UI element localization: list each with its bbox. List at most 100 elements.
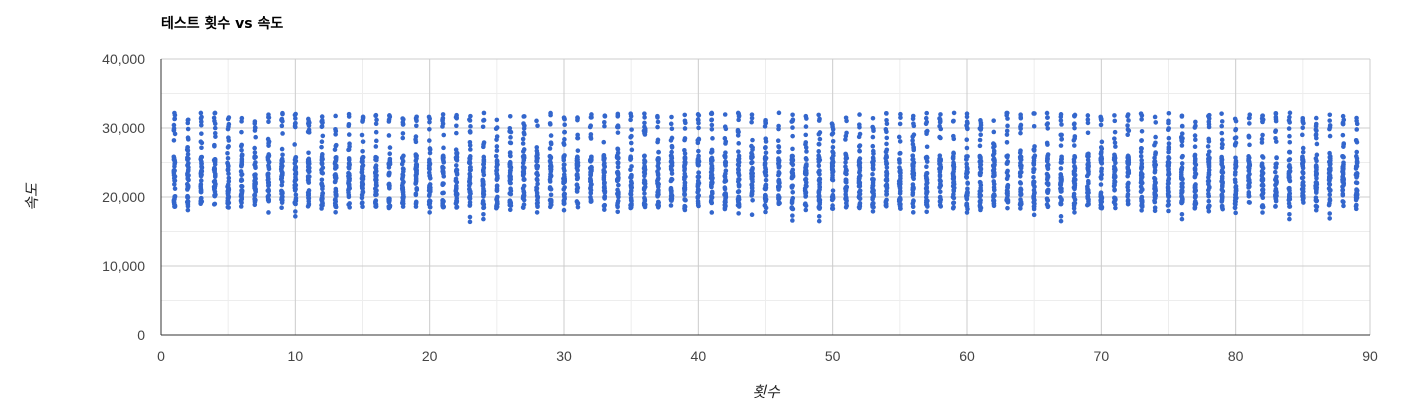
data-point (1126, 180, 1131, 186)
data-point (843, 151, 848, 157)
data-point (1300, 119, 1306, 125)
data-point (682, 147, 687, 153)
data-point (1314, 181, 1319, 187)
data-point (682, 118, 688, 124)
data-point (521, 168, 527, 174)
data-point (951, 133, 956, 139)
data-point (924, 175, 929, 180)
data-point (682, 176, 687, 182)
data-point (1019, 163, 1024, 169)
data-point (507, 153, 513, 158)
data-point (924, 144, 930, 150)
data-point (602, 195, 607, 200)
data-point (1138, 149, 1144, 155)
data-point (1044, 110, 1050, 116)
data-point (238, 204, 244, 209)
data-point (910, 204, 916, 210)
data-point (467, 160, 473, 166)
data-point (1327, 198, 1333, 203)
data-point (225, 183, 231, 188)
data-point (1085, 190, 1090, 196)
data-point (1313, 203, 1319, 209)
data-point (427, 116, 432, 122)
data-point (280, 111, 285, 117)
data-point (615, 191, 621, 197)
data-point (386, 199, 392, 205)
data-point (1340, 132, 1346, 138)
data-point (843, 137, 848, 142)
data-point (414, 123, 419, 129)
data-point (776, 194, 781, 200)
data-point (790, 118, 795, 124)
data-point (1018, 124, 1023, 130)
data-point (186, 160, 191, 166)
data-point (373, 199, 378, 204)
data-point (199, 161, 204, 166)
data-point (453, 163, 459, 168)
data-point (1327, 133, 1333, 139)
data-point (655, 137, 661, 143)
data-point (239, 147, 244, 153)
data-point (884, 172, 889, 178)
data-point (198, 155, 204, 160)
data-point (1139, 203, 1145, 208)
data-point (803, 207, 809, 213)
data-point (266, 159, 272, 165)
data-point (212, 162, 218, 167)
data-point (212, 157, 218, 162)
data-point (884, 161, 889, 167)
data-point (1139, 146, 1144, 151)
data-point (1179, 181, 1185, 187)
data-point (924, 119, 930, 125)
data-point (736, 189, 742, 194)
data-point (898, 167, 903, 173)
data-point (924, 202, 930, 207)
data-point (1300, 179, 1306, 185)
data-point (1166, 135, 1172, 141)
data-point (1179, 139, 1185, 144)
data-point (373, 154, 378, 160)
data-point (951, 187, 956, 193)
data-point (817, 116, 822, 122)
data-point (1112, 118, 1118, 124)
data-point (1301, 195, 1306, 201)
data-point (1232, 141, 1238, 147)
data-point (736, 156, 742, 161)
data-point (198, 139, 204, 144)
data-point (790, 133, 795, 139)
data-point (642, 191, 647, 196)
data-point (911, 132, 917, 138)
data-point (226, 175, 232, 181)
data-point (736, 149, 741, 154)
data-point (1193, 162, 1199, 167)
data-point (575, 163, 581, 168)
data-point (252, 198, 258, 204)
x-tick-label: 90 (1362, 348, 1378, 364)
data-point (1328, 166, 1333, 171)
data-point (843, 156, 849, 161)
data-point (735, 179, 741, 184)
data-point (964, 123, 969, 128)
data-point (601, 177, 607, 182)
data-point (951, 164, 957, 170)
data-point (481, 211, 486, 217)
data-point (413, 116, 419, 122)
data-point (238, 178, 244, 184)
data-point (977, 137, 983, 143)
data-point (1273, 165, 1279, 170)
data-point (776, 158, 782, 163)
data-point (602, 123, 607, 129)
data-point (535, 123, 540, 129)
x-tick-label: 50 (825, 348, 841, 364)
data-point (628, 113, 634, 119)
data-point (1220, 182, 1225, 188)
data-point (1232, 205, 1238, 211)
data-point (1139, 171, 1145, 177)
data-point (427, 138, 432, 143)
data-point (830, 206, 836, 211)
data-point (723, 159, 728, 164)
data-point (1139, 194, 1145, 200)
data-point (1327, 211, 1332, 216)
data-point (1313, 127, 1319, 132)
data-point (225, 145, 231, 150)
